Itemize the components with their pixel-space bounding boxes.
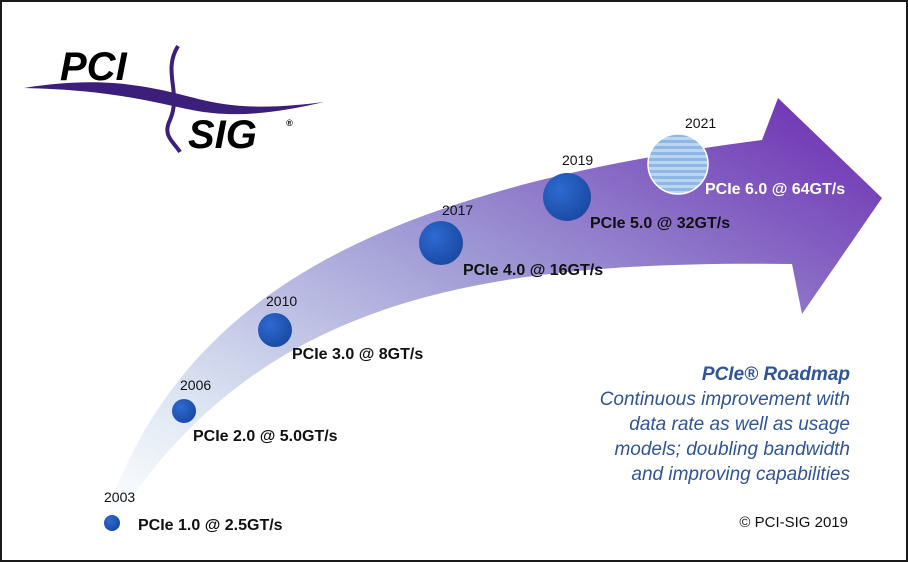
milestone-dot-2003: [104, 515, 120, 531]
milestone-year-2017: 2017: [442, 202, 473, 218]
milestone-dot-2010: [258, 313, 292, 347]
logo-text-bottom: SIG: [188, 113, 257, 157]
milestone-label-pcie3: PCIe 3.0 @ 8GT/s: [292, 346, 423, 363]
milestone-label-pcie1: PCIe 1.0 @ 2.5GT/s: [138, 517, 283, 534]
description-line-3: models; doubling bandwidth: [614, 439, 850, 460]
description-line-2: data rate as well as usage: [629, 414, 850, 435]
description-line-1: Continuous improvement with: [599, 389, 850, 410]
milestone-label-pcie4: PCIe 4.0 @ 16GT/s: [463, 262, 603, 279]
pci-sig-logo: PCI SIG ®: [24, 44, 324, 157]
milestone-year-2010: 2010: [266, 293, 297, 309]
milestone-label-pcie6: PCIe 6.0 @ 64GT/s: [705, 181, 845, 198]
logo-registered-mark: ®: [286, 118, 293, 128]
milestone-year-2021: 2021: [685, 115, 716, 131]
milestone-year-2003: 2003: [104, 489, 135, 505]
roadmap-title: PCIe® Roadmap: [701, 364, 850, 385]
milestone-year-2019: 2019: [562, 152, 593, 168]
milestone-label-pcie2: PCIe 2.0 @ 5.0GT/s: [193, 428, 338, 445]
milestone-label-pcie5: PCIe 5.0 @ 32GT/s: [590, 215, 730, 232]
description-line-4: and improving capabilities: [631, 464, 850, 485]
milestone-dot-2019: [543, 173, 591, 221]
milestone-dot-2017: [419, 221, 463, 265]
roadmap-arrow: [106, 98, 882, 514]
roadmap-description: PCIe® Roadmap Continuous improvement wit…: [490, 362, 850, 487]
milestone-year-2006: 2006: [180, 377, 211, 393]
milestone-dot-2006: [172, 399, 196, 423]
milestone-dot-2021: [647, 133, 709, 195]
copyright-notice: © PCI-SIG 2019: [739, 514, 848, 531]
logo-text-top: PCI: [60, 45, 128, 89]
